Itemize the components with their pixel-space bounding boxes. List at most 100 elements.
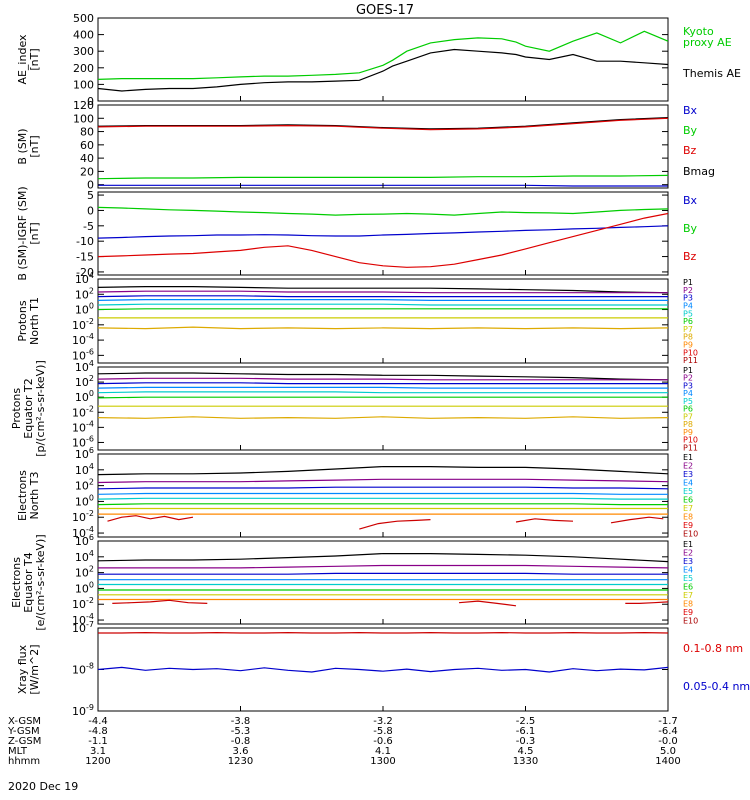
y-tick-label: 104 <box>75 462 94 477</box>
series-line-P1 <box>98 286 668 294</box>
y-tick-label: 106 <box>75 533 94 548</box>
legend-entry: P4 <box>683 301 693 310</box>
y-tick-label: 10-4 <box>72 419 94 434</box>
y-axis-label: [nT] <box>28 135 41 157</box>
legend-entry: E4 <box>683 566 693 575</box>
legend-entry: E1 <box>683 540 693 549</box>
series-line-P2 <box>98 377 668 381</box>
x-tick-label: 1300 <box>370 756 395 767</box>
legend-entry: 0.05-0.4 nm <box>683 680 750 693</box>
series-line-E4 <box>98 492 668 495</box>
y-tick-label: 102 <box>75 286 94 301</box>
legend-entry: E6 <box>683 583 693 592</box>
series-line-E2 <box>98 478 668 484</box>
y-tick-label: 104 <box>75 359 94 374</box>
legend-entry: P9 <box>683 341 693 350</box>
y-tick-label: -5 <box>83 220 94 233</box>
x-tick-label: -2.5 <box>516 716 536 727</box>
legend-entry: P6 <box>683 317 693 326</box>
x-tick-label: -5.3 <box>231 726 251 737</box>
y-tick-label: 10-4 <box>72 332 94 347</box>
x-tick-label: -6.4 <box>658 726 678 737</box>
legend-entry: P7 <box>683 325 693 334</box>
x-row-label: Y-GSM <box>7 726 40 737</box>
legend-entry: P3 <box>683 294 693 303</box>
x-tick-label: -0.3 <box>516 736 536 747</box>
y-axis-label: Xray flux <box>16 644 29 694</box>
y-tick-label: 0 <box>87 179 94 192</box>
legend-entry: 0.1-0.8 nm <box>683 642 743 655</box>
series-line-P4 <box>98 299 668 301</box>
x-tick-label: -3.8 <box>231 716 251 727</box>
legend-entry: E8 <box>683 600 693 609</box>
legend-entry: E5 <box>683 487 693 496</box>
y-axis-label: [nT] <box>28 222 41 244</box>
y-axis-label: Equator T2 <box>22 378 35 438</box>
legend-entry: E3 <box>683 470 693 479</box>
y-axis-label: [e/(cm²-s-sr-keV)] <box>34 534 47 630</box>
series-line-P3 <box>98 295 668 298</box>
series-line-P6 <box>98 308 668 311</box>
y-tick-label: 5 <box>87 189 94 202</box>
legend-entry: E6 <box>683 496 693 505</box>
series-line-Bz <box>98 117 668 131</box>
y-tick-label: 100 <box>73 112 94 125</box>
y-tick-label: 400 <box>73 29 94 42</box>
series-line-segment-3 <box>610 516 664 524</box>
legend-entry: P5 <box>683 397 693 406</box>
legend-entry: By <box>683 222 698 235</box>
y-tick-label: 10-2 <box>72 509 94 524</box>
legend-entry: E1 <box>683 453 693 462</box>
legend-entry: P6 <box>683 405 693 414</box>
series-line-P5 <box>98 391 668 394</box>
x-tick-label: -4.8 <box>88 726 108 737</box>
series-line-Themis-AE <box>98 48 668 92</box>
legend-entry: P8 <box>683 333 693 342</box>
y-tick-label: 100 <box>75 580 94 595</box>
x-tick-label: 1200 <box>85 756 110 767</box>
y-tick-label: 100 <box>75 389 94 404</box>
legend-entry: E9 <box>683 521 693 530</box>
legend-entry: P7 <box>683 412 693 421</box>
y-tick-label: 102 <box>75 374 94 389</box>
x-tick-label: 4.5 <box>518 746 534 757</box>
y-axis-label: Protons <box>16 300 29 341</box>
y-axis-label: [p/(cm²-s-sr-keV)] <box>34 360 47 457</box>
series-line-E3 <box>98 572 668 575</box>
x-tick-label: -4.4 <box>88 716 108 727</box>
y-axis-label: Electrons <box>16 470 29 521</box>
x-tick-label: -0.6 <box>373 736 393 747</box>
series-line-P5 <box>98 303 668 306</box>
x-tick-label: 1330 <box>513 756 538 767</box>
y-tick-label: 100 <box>75 302 94 317</box>
legend-entry: E9 <box>683 608 693 617</box>
series-line-segment-1 <box>359 519 431 530</box>
series-line-segment-2 <box>625 601 668 605</box>
x-tick-label: 1400 <box>655 756 680 767</box>
legend-entry: E8 <box>683 513 693 522</box>
y-tick-label: 102 <box>75 565 94 580</box>
y-tick-label: -20 <box>76 266 94 279</box>
y-tick-label: 0 <box>87 204 94 217</box>
legend-entry: E7 <box>683 591 693 600</box>
series-line-P8 <box>98 326 668 330</box>
legend-entry: P2 <box>683 286 693 295</box>
y-axis-label: Protons <box>10 388 23 429</box>
legend-entry: E5 <box>683 574 693 583</box>
series-line-Kyoto-proxy-AE <box>98 30 668 80</box>
legend-entry: P1 <box>683 366 693 375</box>
y-tick-label: -15 <box>76 251 94 264</box>
series-line-By <box>98 174 668 180</box>
legend-entry: Bx <box>683 194 698 207</box>
y-axis-label: AE_index <box>16 34 29 85</box>
legend-entry: E10 <box>683 530 698 539</box>
legend-entry: Bmag <box>683 165 715 178</box>
y-axis-label: [nT] <box>28 48 41 70</box>
legend-entry: P5 <box>683 309 693 318</box>
legend-entry: P3 <box>683 381 693 390</box>
y-tick-label: 0 <box>87 95 94 108</box>
legend-entry: P10 <box>683 348 698 357</box>
